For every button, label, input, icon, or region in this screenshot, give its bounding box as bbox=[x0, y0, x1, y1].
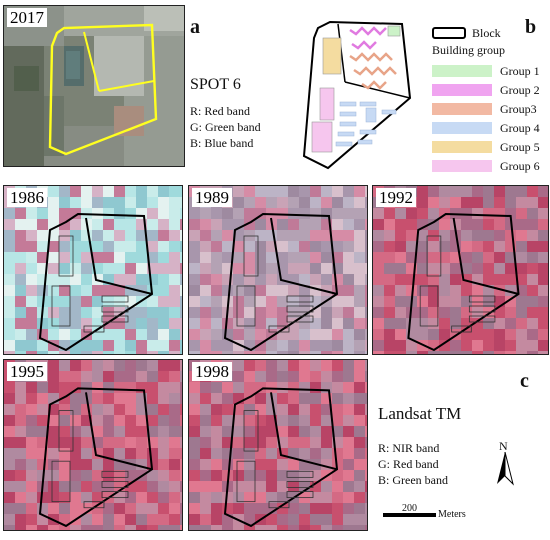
legend-block-row: Block bbox=[432, 26, 501, 40]
building-group-map bbox=[302, 20, 412, 170]
spot6-sensor-name: SPOT 6 bbox=[190, 76, 241, 93]
spot6-image-2017: 2017 bbox=[3, 5, 185, 167]
building-footprints bbox=[236, 410, 314, 509]
group-1-label: Group 1 bbox=[500, 63, 540, 78]
landsat-sensor-name: Landsat TM bbox=[378, 404, 462, 423]
group-2-label: Group 2 bbox=[500, 82, 540, 97]
landsat-image-1995: 1995 bbox=[3, 359, 183, 531]
spot6-band-b: B: Blue band bbox=[190, 136, 254, 150]
landsat-band-r: R: NIR band bbox=[378, 441, 440, 455]
group-6-label: Group 6 bbox=[500, 158, 540, 173]
group-3-swatch bbox=[432, 103, 492, 115]
year-label-2017: 2017 bbox=[7, 8, 47, 27]
north-arrow: N bbox=[494, 438, 516, 488]
panel-letter-a: a bbox=[190, 16, 200, 38]
group-6-swatch bbox=[432, 160, 492, 172]
spot6-band-g: G: Green band bbox=[190, 120, 261, 134]
landsat-mosaic-1995 bbox=[4, 360, 182, 530]
legend-group-1: Group 1 bbox=[432, 64, 540, 78]
building-footprints bbox=[419, 235, 496, 333]
group-3-label: Group3 bbox=[500, 101, 537, 116]
group-2-swatch bbox=[432, 84, 492, 96]
scale-bar bbox=[383, 513, 436, 517]
legend-group-3: Group3 bbox=[432, 102, 537, 116]
panel-letter-b: b bbox=[525, 16, 537, 38]
building-group-legend: Block Building group Group 1 Group 2 Gro… bbox=[432, 26, 547, 176]
landsat-image-1992: 1992 bbox=[372, 185, 549, 355]
spot6-band-r: R: Red band bbox=[190, 104, 250, 118]
year-label-1998: 1998 bbox=[192, 362, 232, 381]
scale-value: 200 bbox=[402, 503, 417, 514]
north-arrow-icon bbox=[497, 452, 514, 486]
scale-unit: Meters bbox=[438, 509, 466, 520]
landsat-image-1998: 1998 bbox=[188, 359, 368, 531]
block-outline-icon bbox=[432, 27, 466, 39]
group1-building bbox=[387, 25, 401, 37]
group5-building bbox=[322, 37, 342, 75]
building-footprints bbox=[51, 410, 129, 509]
year-label-1986: 1986 bbox=[7, 188, 47, 207]
panel-letter-c: c bbox=[520, 370, 529, 392]
building-footprints bbox=[51, 235, 129, 333]
landsat-mosaic-1986 bbox=[4, 186, 182, 354]
group-4-label: Group 4 bbox=[500, 120, 540, 135]
year-label-1995: 1995 bbox=[7, 362, 47, 381]
group-1-swatch bbox=[432, 65, 492, 77]
year-label-1989: 1989 bbox=[192, 188, 232, 207]
group-5-label: Group 5 bbox=[500, 139, 540, 154]
group6-building bbox=[311, 121, 333, 153]
group6-building bbox=[319, 87, 335, 121]
legend-group-4: Group 4 bbox=[432, 121, 540, 135]
legend-block-label: Block bbox=[472, 25, 501, 40]
landsat-band-g: G: Red band bbox=[378, 457, 439, 471]
group-5-swatch bbox=[432, 141, 492, 153]
year-label-1992: 1992 bbox=[376, 188, 416, 207]
legend-group-2: Group 2 bbox=[432, 83, 540, 97]
north-label: N bbox=[499, 439, 508, 453]
legend-title: Building group bbox=[432, 43, 506, 57]
landsat-mosaic-1998 bbox=[189, 360, 367, 530]
legend-group-6: Group 6 bbox=[432, 159, 540, 173]
landsat-mosaic-1989 bbox=[189, 186, 367, 354]
landsat-image-1989: 1989 bbox=[188, 185, 368, 355]
building-footprints bbox=[236, 235, 314, 333]
legend-group-5: Group 5 bbox=[432, 140, 540, 154]
spot6-satellite-map bbox=[4, 6, 184, 166]
landsat-band-b: B: Green band bbox=[378, 473, 448, 487]
group-4-swatch bbox=[432, 122, 492, 134]
landsat-mosaic-1992 bbox=[373, 186, 548, 354]
landsat-image-1986: 1986 bbox=[3, 185, 183, 355]
